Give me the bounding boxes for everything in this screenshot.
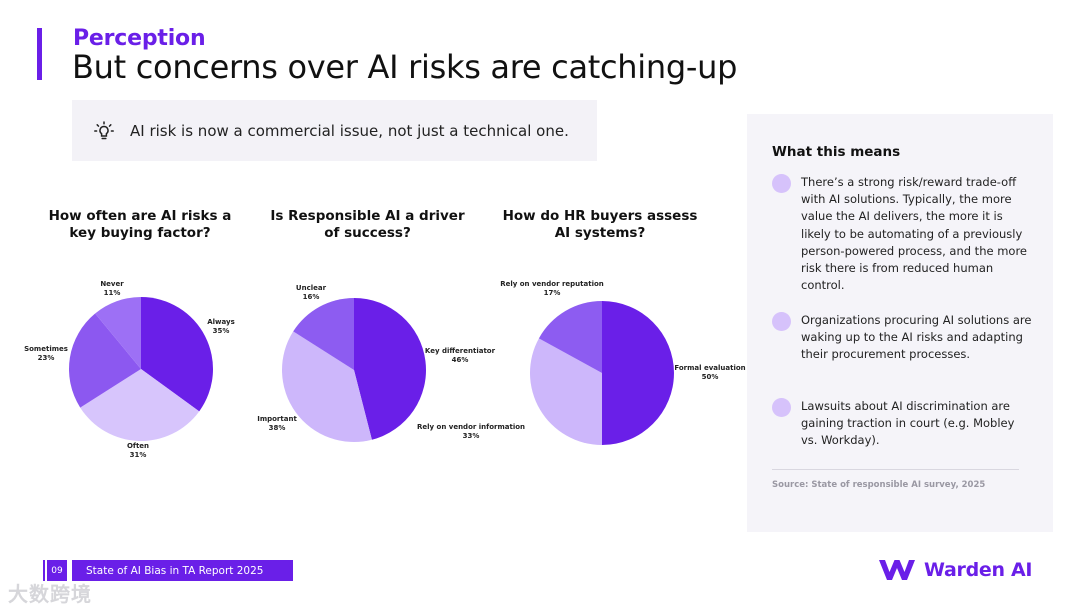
slice-value-label: 38%: [269, 424, 286, 432]
page-number: 09: [47, 560, 67, 581]
slice-label: Often: [127, 442, 149, 450]
slice-value-label: 35%: [213, 327, 230, 335]
slice-label: Important: [257, 415, 297, 423]
slice-label: Always: [207, 318, 235, 326]
pie-slice-often: [80, 369, 200, 441]
slice-value-label: 17%: [544, 289, 561, 297]
chart-title: How often are AI risks a key buying fact…: [48, 208, 232, 241]
pie-slice-sometimes: [69, 313, 141, 408]
pie-slice-always: [141, 297, 213, 412]
chart-hr-assess: How do HR buyers assess AI systems? Form…: [417, 208, 746, 478]
slice-label: Rely on vendor information: [417, 423, 525, 431]
section-kicker: Perception: [73, 26, 206, 51]
slice-value-label: 23%: [38, 354, 55, 362]
brand-logo: Warden AI: [878, 557, 1032, 583]
slice-value-label: 46%: [452, 356, 469, 364]
bullet-dot-icon: [772, 398, 791, 417]
footer-accent-line: [43, 560, 45, 581]
chart-buying-factor: How often are AI risks a key buying fact…: [24, 208, 240, 478]
watermark: 大数跨境: [8, 582, 92, 606]
insight-text: Organizations procuring AI solutions are…: [801, 313, 1032, 362]
insight-item: Lawsuits about AI discrimination are gai…: [772, 398, 1032, 450]
chart-responsible-ai: Is Responsible AI a driver of success? K…: [257, 208, 496, 478]
warden-w-logo-icon: [879, 560, 915, 580]
slice-label: Unclear: [296, 284, 327, 292]
slice-value-label: 50%: [702, 373, 719, 381]
slice-label: Sometimes: [24, 345, 68, 353]
lightbulb-icon: [94, 120, 114, 139]
chart-title: How do HR buyers assess AI systems?: [502, 208, 698, 241]
brand-name: Warden AI: [924, 559, 1033, 581]
insight-text: Lawsuits about AI discrimination are gai…: [801, 399, 1015, 448]
pie-slice-rely-on-vendor-reputation: [538, 301, 602, 373]
report-name: State of AI Bias in TA Report 2025: [72, 560, 293, 581]
slice-label: Never: [100, 280, 124, 288]
slice-value-label: 16%: [303, 293, 320, 301]
insight-item: There’s a strong risk/reward trade-off w…: [772, 174, 1032, 294]
pie-slice-formal-evaluation: [602, 301, 674, 445]
bullet-dot-icon: [772, 174, 791, 193]
insight-text: There’s a strong risk/reward trade-off w…: [801, 175, 1028, 293]
bullet-dot-icon: [772, 312, 791, 331]
insights-panel: What this means There’s a strong risk/re…: [747, 114, 1053, 532]
pie-slice-important: [282, 331, 372, 442]
pie-slice-never: [95, 297, 141, 369]
page-title: But concerns over AI risks are catching-…: [72, 48, 738, 86]
slice-label: Key differentiator: [425, 347, 496, 355]
callout-text: AI risk is now a commercial issue, not j…: [130, 121, 569, 140]
insight-item: Organizations procuring AI solutions are…: [772, 312, 1032, 364]
pie-slice-unclear: [293, 298, 354, 370]
divider: [772, 469, 1019, 470]
callout-box: AI risk is now a commercial issue, not j…: [72, 100, 597, 161]
pie-slice-rely-on-vendor-information: [530, 338, 602, 445]
slice-value-label: 11%: [104, 289, 121, 297]
slice-label: Rely on vendor reputation: [500, 280, 604, 288]
slice-value-label: 33%: [463, 432, 480, 440]
pie-slice-key-differentiator: [354, 298, 427, 440]
slice-value-label: 31%: [130, 451, 147, 459]
chart-title: Is Responsible AI a driver of success?: [270, 208, 465, 241]
accent-bar: [37, 28, 42, 80]
insights-heading: What this means: [772, 144, 901, 160]
slice-label: Formal evaluation: [674, 364, 745, 372]
source-note: Source: State of responsible AI survey, …: [772, 480, 986, 490]
